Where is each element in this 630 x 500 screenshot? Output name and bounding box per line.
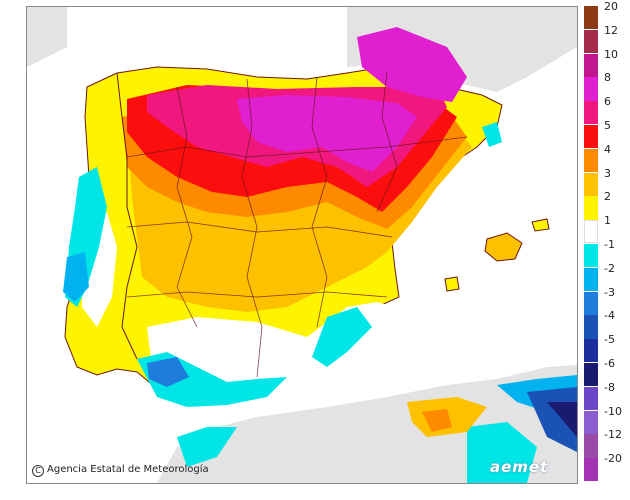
- map-canvas: [27, 7, 577, 483]
- legend-label: -4: [604, 309, 615, 323]
- credit-text: Agencia Estatal de Meteorología: [47, 464, 209, 475]
- legend-swatch: [584, 53, 598, 77]
- credit-line: C Agencia Estatal de Meteorología: [32, 464, 209, 477]
- legend-swatch: [584, 386, 598, 411]
- legend-label: 10: [604, 47, 618, 61]
- legend-swatch: [584, 410, 598, 434]
- legend-label: 6: [604, 95, 611, 109]
- province-borders: [126, 70, 468, 378]
- legend-label: -2: [604, 261, 615, 275]
- legend-label: -5: [604, 333, 615, 347]
- anomaly-warm-africa2: [422, 409, 452, 432]
- legend-label: -8: [604, 380, 615, 394]
- legend-swatch: [584, 339, 598, 363]
- legend-swatch: [584, 458, 598, 482]
- mallorca: [484, 232, 523, 262]
- anomaly-minus1-africa: [177, 427, 237, 467]
- atlantic-grey: [27, 7, 67, 67]
- legend-swatch: [584, 125, 598, 149]
- portugal-border: [116, 72, 138, 360]
- legend-label: 20: [604, 0, 618, 13]
- legend-swatch: [584, 196, 598, 220]
- legend-swatch: [584, 363, 598, 387]
- legend-label: 4: [604, 142, 611, 156]
- anomaly-8: [237, 95, 417, 172]
- anomaly-minus1-catalonia: [482, 122, 502, 147]
- legend-swatch: [584, 77, 598, 101]
- legend-swatch: [584, 244, 598, 268]
- legend-swatch: [584, 434, 598, 458]
- legend-swatch: [584, 6, 598, 30]
- anomaly-minus1-africa2: [467, 422, 537, 483]
- temperature-anomaly-map: [26, 6, 578, 484]
- legend-swatch: [584, 101, 598, 125]
- legend-label: -12: [604, 428, 622, 442]
- legend-label: 3: [604, 166, 611, 180]
- ibiza: [444, 276, 460, 292]
- anomaly-8b: [357, 27, 467, 102]
- legend-label: 5: [604, 119, 611, 132]
- anomaly-minus1-east: [312, 307, 372, 367]
- legend-label: 8: [604, 71, 611, 85]
- legend-swatch: [584, 220, 598, 244]
- legend-label: -1: [604, 238, 615, 251]
- color-legend: 20 12 10 8 6 5 4 3 2 1 -1 -2 -3 -4 -5 -6 -8 -10 -12 -20: [584, 1, 628, 482]
- legend-swatch: [584, 267, 598, 292]
- legend-swatch: [584, 315, 598, 339]
- legend-label: 1: [604, 214, 611, 228]
- legend-label: -10: [604, 404, 622, 418]
- legend-label: -3: [604, 285, 615, 299]
- legend-label: -6: [604, 357, 615, 370]
- legend-swatch: [584, 29, 598, 54]
- legend-swatch: [584, 148, 598, 173]
- copyright-icon: C: [32, 465, 44, 477]
- legend-label: 12: [604, 23, 618, 37]
- anomaly-minus6-africa: [547, 402, 577, 437]
- legend-swatch: [584, 172, 598, 196]
- legend-label: 2: [604, 190, 611, 204]
- anomaly-minus3-south: [147, 357, 189, 387]
- menorca: [531, 218, 550, 232]
- legend-label: -20: [604, 452, 622, 466]
- anomaly-minus2-west: [63, 252, 89, 302]
- aemet-logo: aemet: [490, 458, 549, 476]
- legend-swatch: [584, 291, 598, 315]
